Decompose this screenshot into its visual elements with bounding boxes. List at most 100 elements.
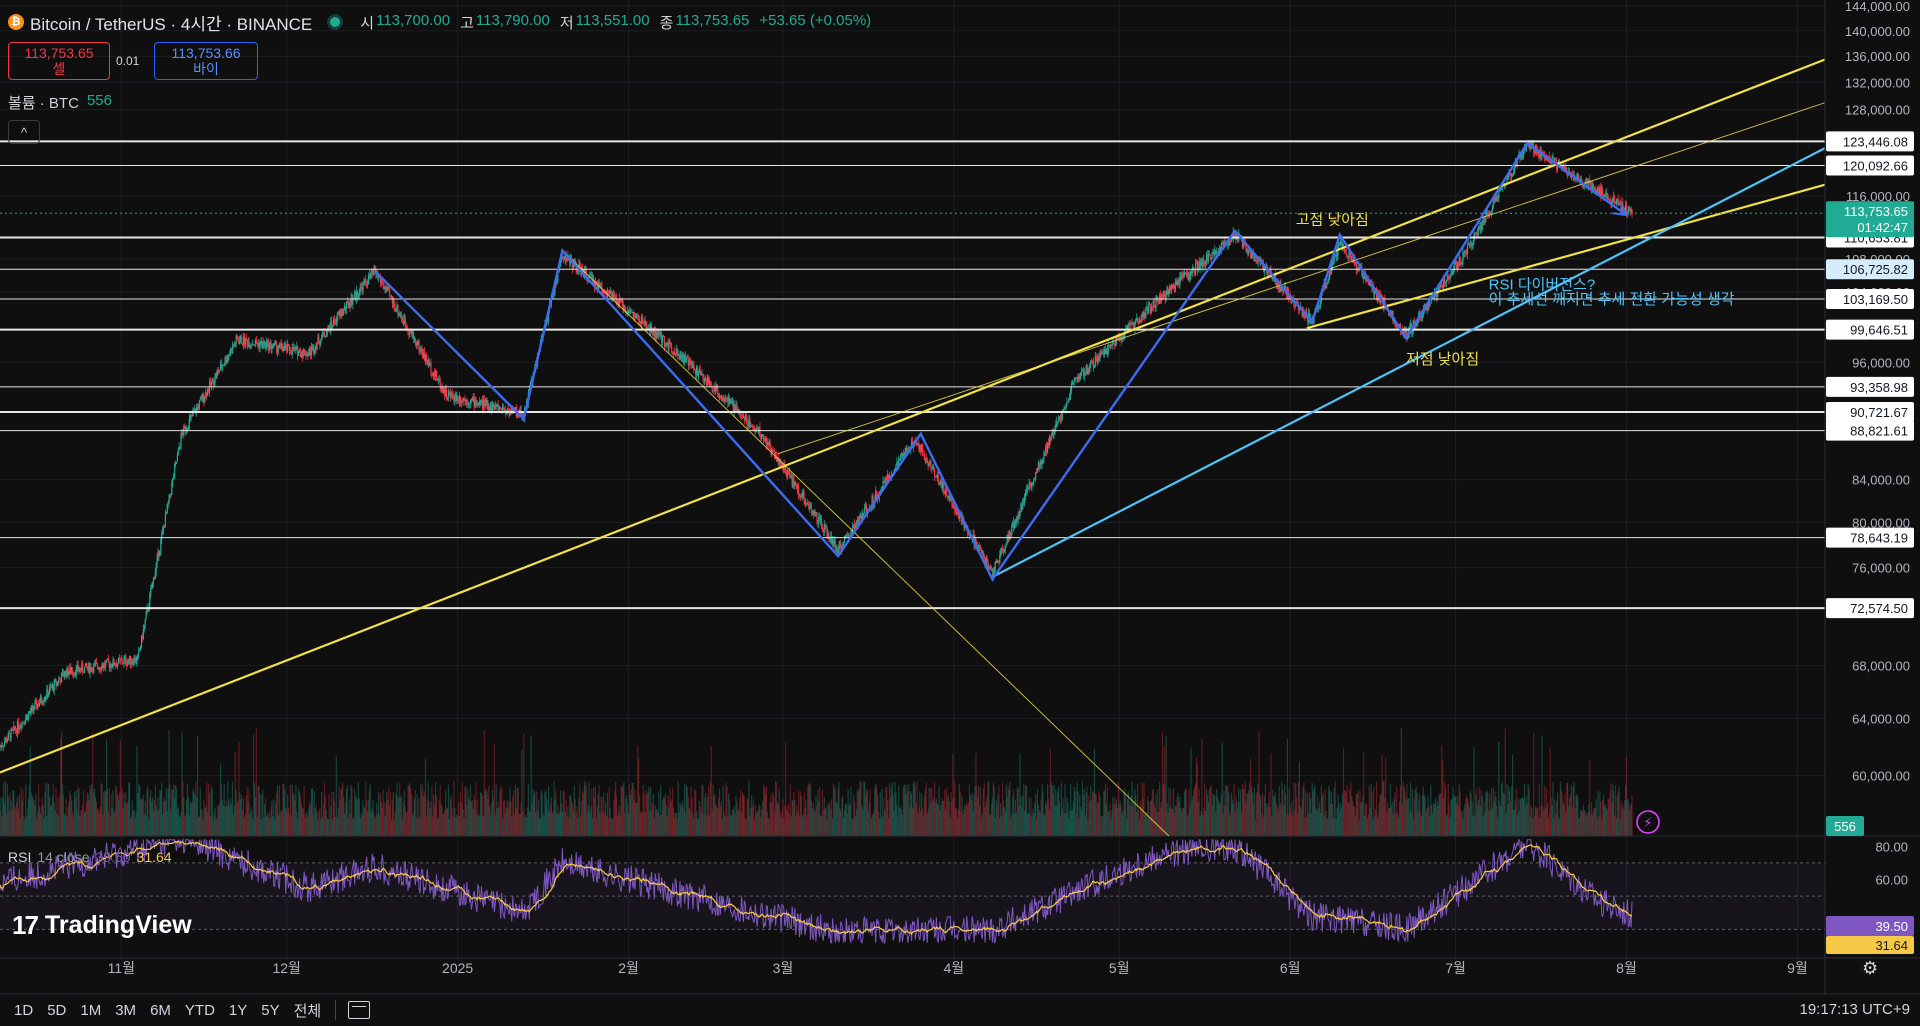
volume-bar [1114, 803, 1117, 836]
volume-bar [1139, 800, 1141, 836]
candle-body [457, 395, 459, 402]
candle-body [372, 270, 374, 274]
candle-body [151, 582, 154, 589]
volume-bar [75, 790, 77, 836]
candle-body [502, 407, 505, 410]
volume-bar [1561, 791, 1563, 836]
volume-bar [1420, 811, 1422, 836]
volume-bar [1224, 805, 1226, 836]
volume-bar [641, 812, 643, 836]
volume-bar [305, 813, 307, 836]
candle-body [727, 400, 729, 403]
volume-bar [706, 815, 708, 836]
candle-body [621, 300, 623, 302]
volume-bar [539, 818, 541, 836]
volume-bar [145, 815, 147, 836]
volume-bar [69, 791, 71, 836]
candle-body [1024, 491, 1027, 497]
candle-body [344, 306, 347, 310]
volume-bar [1537, 816, 1539, 836]
volume-bar [561, 811, 563, 836]
volume-bar [1434, 797, 1436, 836]
volume-bar [422, 785, 424, 836]
volume-bar [1199, 816, 1201, 836]
volume-bar [484, 791, 486, 836]
volume-bar [1560, 789, 1562, 836]
volume-bar [124, 803, 126, 836]
volume-bar [1102, 816, 1104, 836]
volume-bar [851, 818, 853, 836]
volume-bar [134, 818, 136, 836]
candle-body [1171, 285, 1174, 288]
volume-bar [809, 784, 812, 836]
candle-body [414, 338, 416, 344]
volume-bar [555, 790, 557, 836]
volume-bar [289, 784, 291, 836]
volume-bar [1038, 809, 1040, 836]
volume-bar [585, 783, 587, 836]
candle-body [298, 351, 300, 357]
candle-body [637, 314, 639, 319]
volume-bar [1290, 812, 1292, 836]
volume-bar [753, 819, 756, 836]
volume-bar [187, 797, 189, 836]
volume-bar [1169, 807, 1171, 836]
volume-bar [266, 813, 269, 836]
volume-bar [808, 783, 810, 836]
volume-bar [691, 797, 693, 836]
volume-bar [1207, 802, 1209, 836]
candle-body [622, 301, 624, 310]
volume-bar [365, 782, 367, 836]
volume-bar [1212, 793, 1214, 836]
candle-body [1284, 286, 1287, 291]
volume-bar [385, 801, 387, 836]
volume-bar [1589, 760, 1591, 836]
volume-bar [494, 814, 496, 836]
volume-bar [708, 815, 711, 836]
volume-bar [23, 816, 25, 836]
volume-bar [651, 803, 654, 836]
volume-bar [990, 813, 992, 836]
candle-body [0, 745, 2, 747]
volume-bar [1230, 792, 1232, 836]
volume-bar [1217, 800, 1220, 836]
candle-body [155, 563, 157, 572]
candle-body [1157, 297, 1159, 302]
volume-bar [1065, 812, 1067, 836]
candle-body [428, 359, 430, 366]
volume-bar [1442, 760, 1444, 836]
volume-bar [350, 785, 352, 836]
candle-body [401, 319, 404, 321]
candle-body [1011, 525, 1013, 536]
candle-body [564, 254, 566, 261]
candle-body [1195, 263, 1198, 265]
volume-bar [978, 805, 981, 836]
volume-bar [1311, 782, 1313, 836]
volume-bar [344, 802, 347, 836]
volume-bar [546, 799, 548, 836]
candle-body [35, 700, 37, 704]
candle-body [366, 284, 369, 286]
candle-body [1362, 274, 1364, 276]
volume-bar [1355, 794, 1357, 836]
volume-bar [1622, 803, 1624, 836]
volume-bar [653, 818, 655, 836]
volume-bar [1113, 803, 1115, 836]
candle-body [1185, 272, 1187, 274]
candle-body [219, 370, 221, 373]
volume-bar [396, 781, 398, 836]
candle-body [264, 342, 266, 346]
volume-bar [111, 807, 113, 836]
volume-bar [1048, 809, 1051, 836]
volume-bar [1157, 788, 1159, 836]
candle-body [666, 342, 668, 344]
candle-body [429, 362, 431, 366]
volume-bar [1623, 809, 1625, 836]
volume-bar [394, 811, 396, 836]
volume-bar [854, 801, 856, 836]
volume-bar [1262, 792, 1264, 836]
candle-body [412, 331, 414, 335]
volume-bar [565, 799, 567, 836]
volume-bar [888, 817, 890, 836]
